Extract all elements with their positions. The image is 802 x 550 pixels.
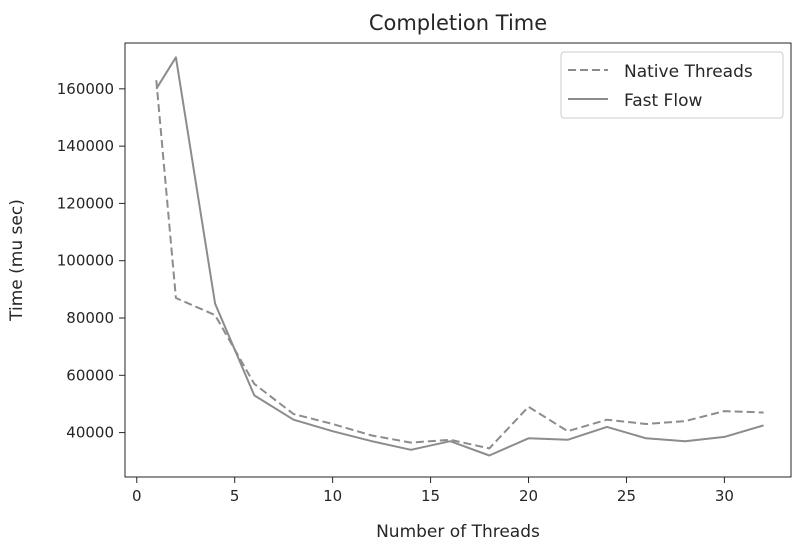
chart-title: Completion Time [369,11,547,35]
y-axis: 40000 60000 80000 100000 120000 140000 160000 [57,80,125,442]
x-tick-label: 5 [230,487,240,505]
x-tick-label: 15 [421,487,440,505]
x-tick-label: 25 [617,487,636,505]
legend: Native Threads Fast Flow [560,51,784,119]
y-tick-label: 80000 [66,309,114,327]
x-tick-label: 10 [323,487,342,505]
y-tick-label: 160000 [57,80,114,98]
legend-box [560,51,784,119]
x-tick-label: 0 [132,487,142,505]
legend-label-native-threads: Native Threads [624,62,753,82]
y-tick-label: 140000 [57,137,114,155]
y-tick-label: 120000 [57,194,114,212]
y-tick-label: 60000 [66,366,114,384]
x-tick-label: 30 [715,487,734,505]
y-tick-label: 100000 [57,252,114,270]
series-line-fast-flow [155,56,764,457]
x-tick-label: 20 [519,487,538,505]
plot-frame [124,42,792,478]
x-axis: 0 5 10 15 20 25 30 [132,477,734,505]
series-line-native-threads [155,80,764,450]
y-axis-label: Time (mu sec) [7,199,27,322]
legend-label-fast-flow: Fast Flow [624,91,702,111]
x-axis-label: Number of Threads [376,522,540,542]
series-layer [155,56,764,457]
y-tick-label: 40000 [66,424,114,442]
